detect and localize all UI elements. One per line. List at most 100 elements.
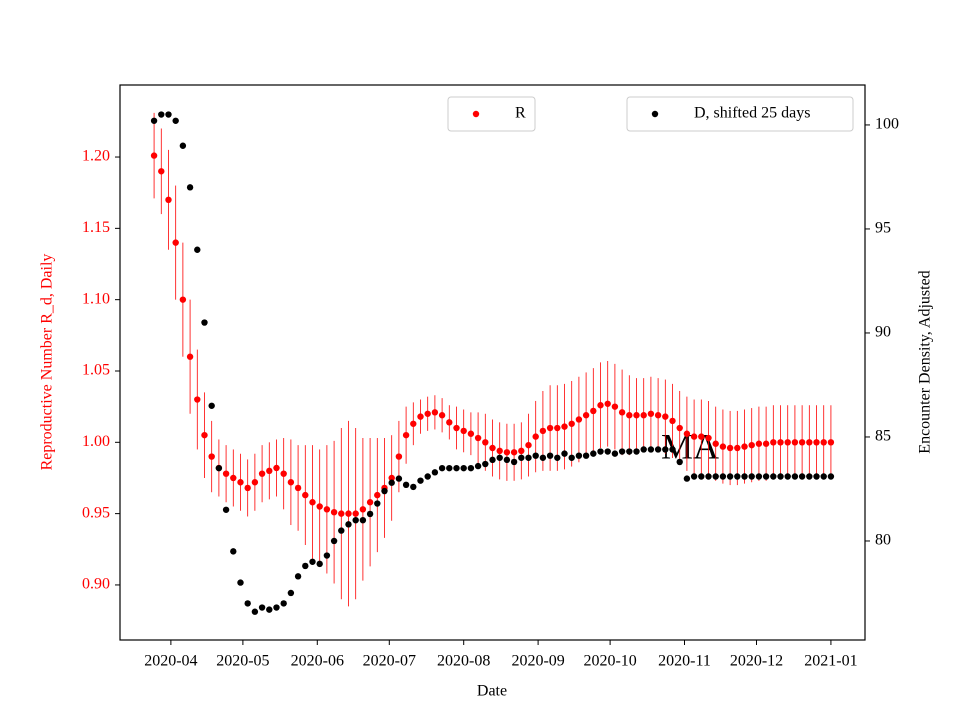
point [186, 184, 194, 191]
point [719, 473, 727, 480]
point [489, 444, 496, 452]
point [273, 604, 280, 611]
point [287, 479, 295, 486]
point [438, 464, 446, 472]
x-axis-label: Date [477, 683, 507, 700]
point [647, 446, 655, 453]
point [251, 608, 259, 615]
legend-label: R [515, 105, 526, 122]
point [165, 111, 172, 118]
point [446, 464, 453, 472]
point [554, 454, 561, 461]
point [518, 447, 525, 455]
point [806, 473, 813, 480]
point [431, 469, 439, 476]
point [662, 413, 669, 420]
point [683, 430, 691, 437]
point [287, 589, 295, 597]
point [244, 484, 251, 492]
point [294, 484, 302, 492]
point [525, 441, 532, 449]
point [316, 560, 323, 568]
point [230, 548, 237, 555]
y2-tick-label: 85 [875, 428, 891, 445]
point [719, 443, 727, 450]
point [734, 473, 741, 480]
y-axis-label: Reproductive Number R_d, Daily [39, 254, 56, 471]
point [388, 479, 395, 486]
point [820, 439, 827, 446]
point [366, 499, 374, 506]
point [590, 450, 597, 457]
point [575, 452, 583, 459]
point [705, 473, 712, 480]
point [266, 606, 273, 613]
point [690, 433, 698, 440]
point [179, 296, 187, 303]
point [150, 152, 158, 159]
point [410, 483, 417, 491]
point [309, 558, 316, 565]
point [172, 117, 179, 124]
point [597, 448, 604, 455]
point [158, 111, 165, 118]
point [496, 447, 503, 455]
x-tick-label: 2020-06 [291, 653, 344, 670]
point [201, 319, 208, 326]
point [323, 506, 331, 513]
plot-frame [119, 84, 866, 641]
point [568, 420, 575, 427]
point [402, 431, 410, 439]
point [698, 433, 705, 440]
legend-box [626, 96, 854, 132]
point [215, 464, 223, 472]
point [748, 441, 755, 449]
point [482, 439, 489, 446]
point [186, 353, 194, 360]
point [640, 446, 647, 453]
point [726, 444, 734, 452]
point [633, 448, 640, 455]
point [402, 481, 410, 489]
point [417, 477, 424, 484]
point [806, 439, 813, 446]
point [798, 473, 806, 480]
point [683, 475, 691, 482]
point [626, 448, 633, 455]
point [352, 516, 359, 524]
point [489, 456, 496, 464]
y2-tick-label: 95 [875, 220, 891, 237]
point [698, 473, 705, 480]
point [546, 452, 554, 459]
point [582, 412, 590, 419]
annotation: MA [661, 426, 719, 466]
point [453, 464, 460, 472]
y-tick-label: 1.05 [82, 362, 110, 379]
point [604, 400, 611, 407]
point [158, 168, 165, 175]
point [827, 473, 835, 480]
point [705, 434, 712, 442]
y-tick-label: 1.20 [82, 148, 110, 165]
point [208, 453, 215, 460]
point [647, 410, 655, 417]
point [539, 427, 547, 435]
point [273, 464, 280, 472]
point [712, 440, 719, 447]
point [280, 470, 287, 477]
point [813, 439, 820, 446]
point [381, 487, 388, 495]
point [813, 473, 820, 480]
point [237, 579, 244, 586]
point [762, 473, 770, 480]
point [424, 410, 431, 417]
x-tick-label: 2020-09 [511, 653, 564, 670]
point [770, 439, 777, 446]
point [395, 475, 403, 482]
point [482, 460, 489, 468]
point [338, 510, 345, 517]
point [568, 454, 575, 461]
point [654, 412, 662, 419]
point [438, 412, 446, 419]
point [554, 424, 561, 432]
